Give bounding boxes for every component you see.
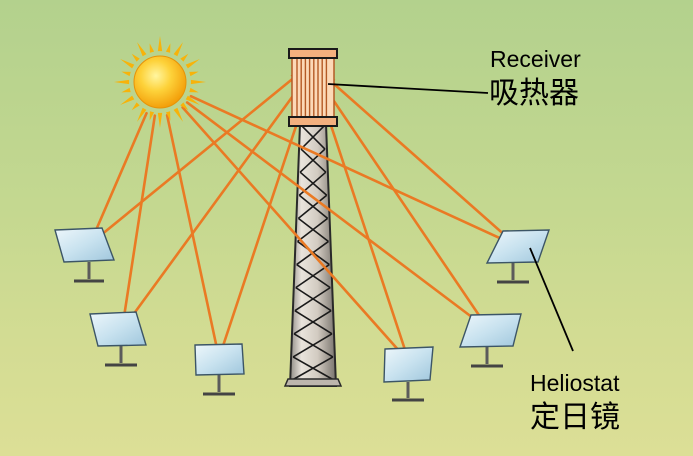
- sun-spike: [131, 53, 140, 62]
- heliostats: [54, 227, 550, 402]
- receiver-label-zh: 吸热器: [489, 76, 579, 111]
- sun-spike: [165, 43, 171, 53]
- reflected-ray: [88, 70, 303, 246]
- lattice-strut: [294, 286, 331, 312]
- sun-spike: [137, 42, 147, 57]
- sun-spike: [149, 111, 155, 121]
- heliostat-mirror: [459, 313, 522, 348]
- incident-ray: [88, 111, 148, 246]
- receiver-label-en: Receiver: [490, 46, 581, 72]
- tower-lattice: [291, 125, 335, 381]
- reflected-ray: [217, 82, 312, 360]
- sun-spike: [131, 102, 140, 111]
- sun-spike: [114, 79, 130, 85]
- incident-ray: [181, 106, 411, 364]
- lattice-strut: [299, 148, 326, 173]
- incident-ray: [185, 101, 491, 332]
- lattice-strut: [297, 217, 329, 243]
- reflected-ray: [323, 74, 519, 248]
- sun-spike: [120, 59, 135, 69]
- heliostat-mirror: [485, 229, 550, 264]
- heliostat-label-en: Heliostat: [530, 370, 620, 396]
- heliostat-3: [194, 343, 245, 396]
- lattice-strut: [293, 310, 332, 335]
- sun-spike: [185, 95, 200, 105]
- incident-ray: [120, 114, 157, 332]
- sun: [114, 36, 206, 128]
- sun-spike: [185, 59, 200, 69]
- lattice-strut: [295, 263, 330, 289]
- sun-spike: [189, 71, 199, 77]
- sun-spike: [120, 95, 135, 105]
- sun-spike: [173, 107, 183, 122]
- sun-spike: [189, 87, 199, 93]
- reflected-ray: [316, 84, 411, 364]
- sun-spike: [173, 42, 183, 57]
- incident-ray: [165, 113, 221, 360]
- reflected-ray: [120, 76, 308, 332]
- sun-spike: [190, 79, 206, 85]
- heliostat-1: [54, 227, 115, 283]
- sun-spike: [180, 102, 189, 111]
- sun-spike: [157, 36, 163, 52]
- lattice-strut: [297, 194, 328, 219]
- heliostat-label-zh: 定日镜: [530, 400, 620, 435]
- lattice-strut: [292, 333, 333, 358]
- sun-spike: [157, 112, 163, 128]
- sun-spike: [121, 87, 131, 93]
- heliostat-mirror: [194, 343, 245, 376]
- sun-spike: [149, 43, 155, 53]
- lattice-strut: [300, 125, 325, 150]
- sun-spike: [165, 111, 171, 121]
- receiver: [288, 48, 338, 127]
- sun-spike: [180, 53, 189, 62]
- heliostat-4: [383, 346, 434, 402]
- heliostat-mirror: [383, 346, 434, 383]
- heliostat-5: [459, 313, 522, 368]
- sun-spike: [121, 71, 131, 77]
- sun-spike: [137, 107, 147, 122]
- incident-ray: [189, 94, 519, 248]
- reflected-ray: [319, 80, 491, 332]
- heliostat-mirror: [54, 227, 115, 263]
- heliostat-leader-line: [529, 247, 574, 352]
- receiver-leader-line: [327, 83, 489, 94]
- heliostat-2: [89, 311, 147, 367]
- lattice-strut: [291, 356, 334, 381]
- heliostat-mirror: [89, 311, 147, 347]
